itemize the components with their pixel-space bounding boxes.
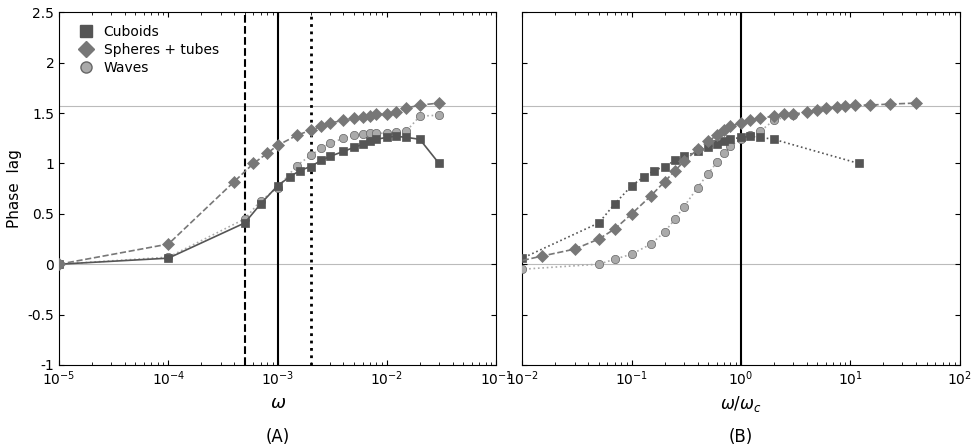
X-axis label: $\omega$: $\omega$: [269, 394, 286, 412]
Legend: Cuboids, Spheres + tubes, Waves: Cuboids, Spheres + tubes, Waves: [66, 20, 224, 81]
X-axis label: $\omega/ \omega_c$: $\omega/ \omega_c$: [720, 394, 761, 414]
Text: (B): (B): [729, 429, 752, 445]
Y-axis label: Phase  lag: Phase lag: [7, 149, 22, 228]
Text: (A): (A): [265, 429, 289, 445]
